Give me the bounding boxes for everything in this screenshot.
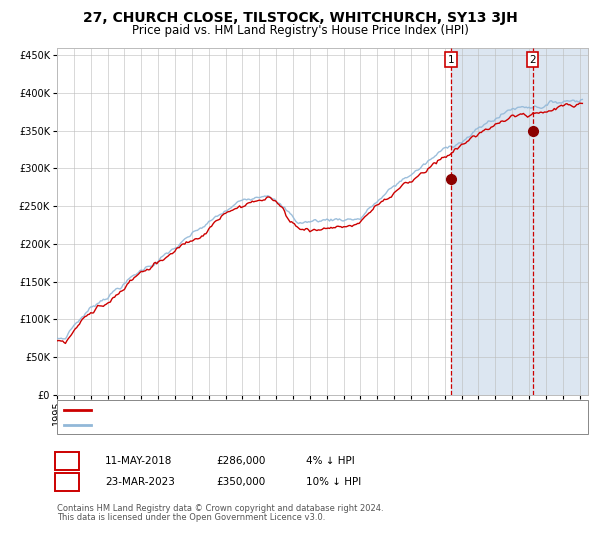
Text: £350,000: £350,000 xyxy=(216,477,265,487)
Text: 1: 1 xyxy=(448,55,454,65)
Text: 2: 2 xyxy=(529,55,536,65)
Text: 27, CHURCH CLOSE, TILSTOCK, WHITCHURCH, SY13 3JH (detached house): 27, CHURCH CLOSE, TILSTOCK, WHITCHURCH, … xyxy=(97,405,482,415)
Text: Price paid vs. HM Land Registry's House Price Index (HPI): Price paid vs. HM Land Registry's House … xyxy=(131,24,469,36)
Text: 4% ↓ HPI: 4% ↓ HPI xyxy=(306,456,355,466)
Text: HPI: Average price, detached house, Shropshire: HPI: Average price, detached house, Shro… xyxy=(97,419,346,430)
Text: 11-MAY-2018: 11-MAY-2018 xyxy=(105,456,172,466)
Text: 2: 2 xyxy=(64,477,70,487)
Text: 10% ↓ HPI: 10% ↓ HPI xyxy=(306,477,361,487)
Text: This data is licensed under the Open Government Licence v3.0.: This data is licensed under the Open Gov… xyxy=(57,514,325,522)
Bar xyxy=(451,48,588,395)
Text: £286,000: £286,000 xyxy=(216,456,265,466)
Text: 27, CHURCH CLOSE, TILSTOCK, WHITCHURCH, SY13 3JH: 27, CHURCH CLOSE, TILSTOCK, WHITCHURCH, … xyxy=(83,11,517,25)
Text: Contains HM Land Registry data © Crown copyright and database right 2024.: Contains HM Land Registry data © Crown c… xyxy=(57,504,383,513)
Text: 23-MAR-2023: 23-MAR-2023 xyxy=(105,477,175,487)
Text: 1: 1 xyxy=(64,456,70,466)
